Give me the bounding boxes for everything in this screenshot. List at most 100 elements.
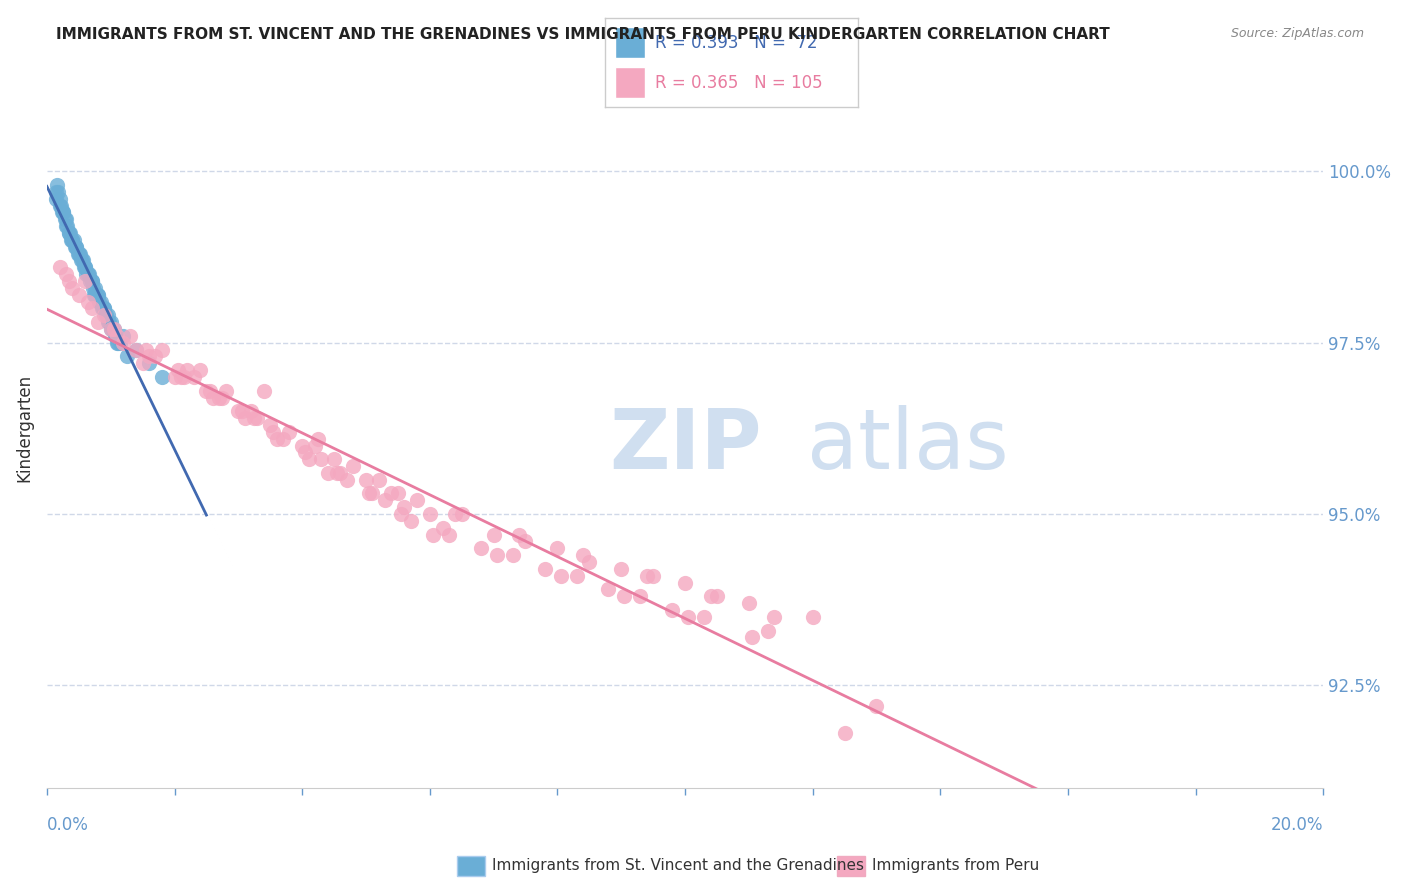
Point [422, 527, 444, 541]
Point [444, 507, 467, 521]
Point [67, 246, 90, 260]
Point [86, 287, 108, 301]
Y-axis label: Kindergarten: Kindergarten [15, 375, 32, 483]
Point [266, 432, 288, 446]
Point [62, 233, 84, 247]
Point [297, 452, 319, 467]
Point [80, 274, 103, 288]
Point [138, 356, 160, 370]
Point [112, 329, 135, 343]
Point [105, 335, 128, 350]
Point [53, 212, 76, 227]
Point [105, 329, 128, 343]
Point [323, 452, 346, 467]
Point [145, 350, 167, 364]
Point [101, 322, 124, 336]
Point [546, 541, 568, 556]
Point [76, 267, 98, 281]
Point [367, 473, 389, 487]
Point [163, 370, 186, 384]
Point [63, 240, 86, 254]
Text: IMMIGRANTS FROM ST. VINCENT AND THE GRENADINES VS IMMIGRANTS FROM PERU KINDERGAR: IMMIGRANTS FROM ST. VINCENT AND THE GREN… [56, 27, 1109, 42]
Point [118, 329, 141, 343]
Point [294, 445, 316, 459]
Point [262, 425, 284, 439]
Point [125, 343, 148, 357]
Point [75, 260, 97, 275]
Text: Immigrants from Peru: Immigrants from Peru [872, 858, 1039, 872]
Point [231, 404, 253, 418]
Point [201, 391, 224, 405]
Point [676, 610, 699, 624]
Point [131, 356, 153, 370]
Point [52, 205, 75, 219]
Point [48, 199, 70, 213]
Point [100, 322, 122, 336]
Text: ZIP: ZIP [609, 405, 761, 486]
Point [706, 590, 728, 604]
Text: R = 0.393   N =  72: R = 0.393 N = 72 [655, 34, 818, 52]
Point [80, 301, 103, 316]
Point [46, 178, 69, 192]
Point [515, 534, 537, 549]
Point [77, 267, 100, 281]
Point [628, 590, 651, 604]
Point [55, 219, 77, 234]
Point [56, 219, 79, 234]
Text: Source: ZipAtlas.com: Source: ZipAtlas.com [1230, 27, 1364, 40]
Point [316, 466, 339, 480]
Point [699, 590, 721, 604]
Point [763, 610, 786, 624]
Point [62, 233, 84, 247]
Point [97, 315, 120, 329]
Point [173, 370, 195, 384]
Point [89, 294, 111, 309]
Point [55, 267, 77, 281]
Point [82, 281, 104, 295]
Point [208, 391, 231, 405]
Point [673, 575, 696, 590]
Point [228, 404, 250, 418]
Point [613, 590, 636, 604]
Point [69, 246, 91, 260]
Point [75, 260, 97, 275]
Point [48, 260, 70, 275]
Point [578, 555, 600, 569]
Point [380, 486, 402, 500]
Point [211, 391, 233, 405]
Point [83, 287, 105, 301]
Point [93, 308, 115, 322]
Point [419, 507, 441, 521]
Point [125, 343, 148, 357]
Point [243, 411, 266, 425]
Point [354, 473, 377, 487]
Point [470, 541, 492, 556]
Point [65, 240, 87, 254]
Point [176, 363, 198, 377]
Point [55, 212, 77, 227]
Point [361, 486, 384, 500]
Point [636, 568, 658, 582]
Point [58, 226, 80, 240]
Point [374, 493, 396, 508]
Point [502, 548, 524, 562]
Point [329, 466, 352, 480]
Point [72, 253, 94, 268]
Point [399, 514, 422, 528]
Point [112, 335, 135, 350]
Point [67, 246, 90, 260]
Point [482, 527, 505, 541]
Point [198, 384, 221, 398]
Point [67, 287, 90, 301]
Point [307, 432, 329, 446]
Point [104, 329, 127, 343]
Point [865, 698, 887, 713]
Point [100, 322, 122, 336]
Point [278, 425, 301, 439]
Point [110, 335, 132, 350]
Point [291, 438, 314, 452]
Point [91, 301, 114, 316]
Point [103, 322, 125, 336]
Point [93, 301, 115, 316]
Point [738, 596, 761, 610]
